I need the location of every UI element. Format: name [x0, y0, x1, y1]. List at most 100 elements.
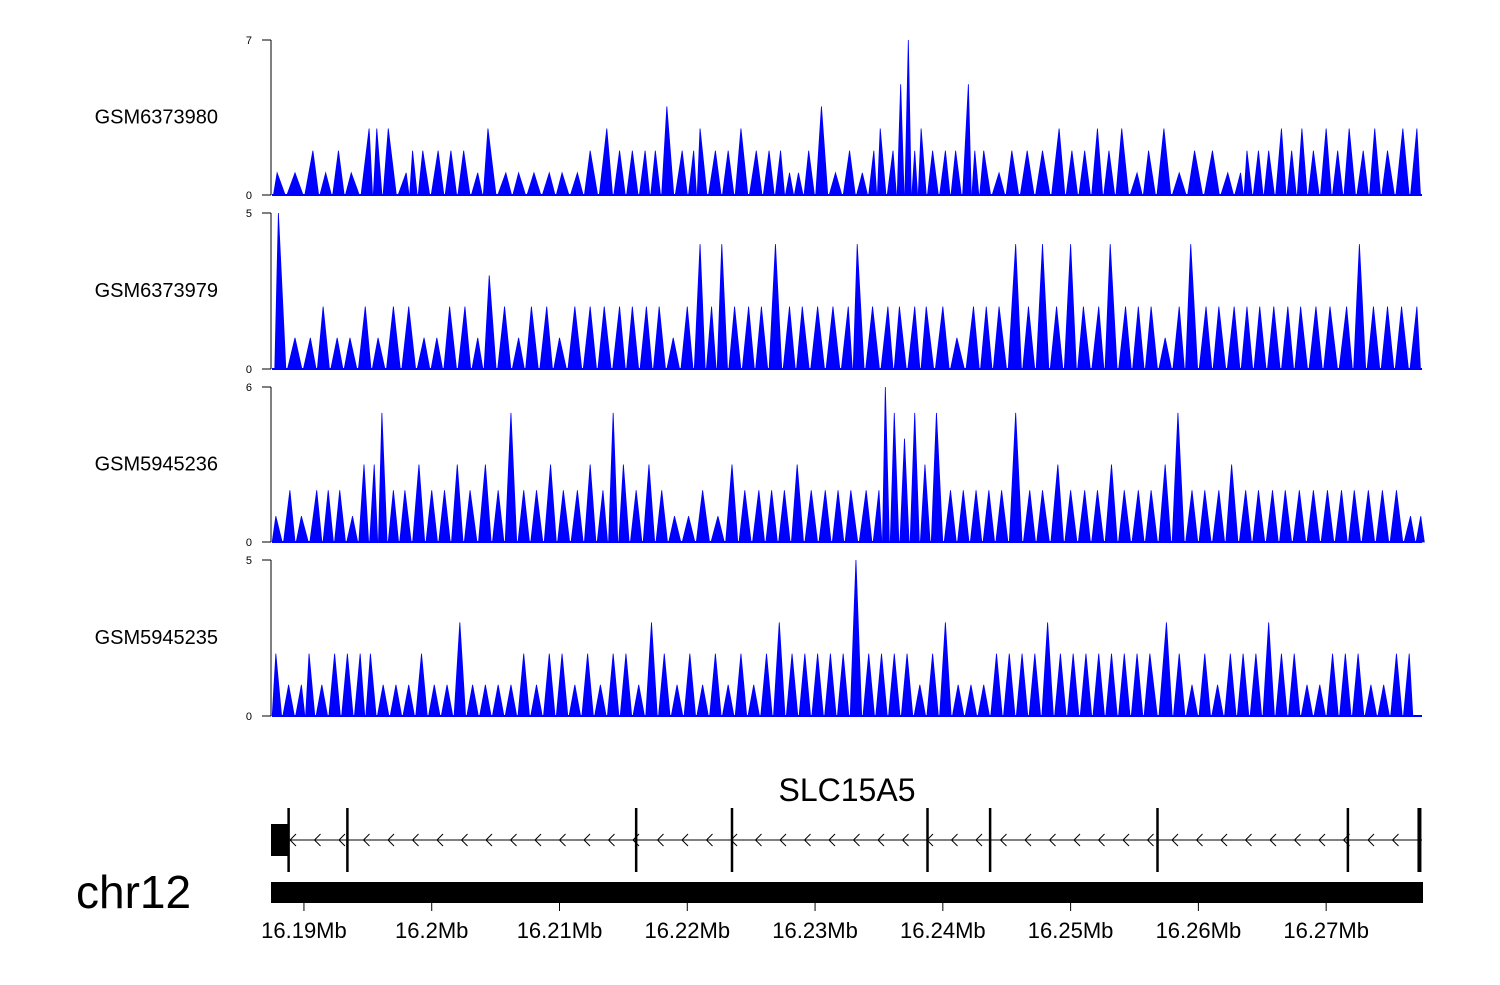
- coverage-peak: [309, 490, 323, 543]
- gene-model: SLC15A5: [271, 772, 1422, 872]
- strand-arrow: [534, 833, 542, 847]
- coverage-peak: [1263, 150, 1275, 196]
- y-tick-label: 7: [246, 35, 252, 47]
- strand-arrow: [877, 833, 885, 847]
- coverage-peak: [425, 490, 438, 543]
- coverage-peak: [969, 490, 983, 543]
- coverage-peak: [271, 516, 283, 543]
- coverage-peak: [1353, 244, 1367, 370]
- track-GSM6373979: GSM6373979 0 5: [95, 208, 1422, 376]
- coverage-peak: [1410, 128, 1421, 196]
- coverage-peak: [868, 150, 878, 196]
- coverage-peak: [950, 150, 962, 196]
- coverage-peak: [1015, 653, 1029, 717]
- coverage-peak: [271, 653, 283, 717]
- coverage-peak: [979, 150, 992, 196]
- coverage-peak: [917, 128, 927, 196]
- coverage-peak: [1144, 306, 1158, 370]
- coverage-peak: [642, 464, 656, 543]
- coverage-peak: [1019, 150, 1035, 196]
- coverage-peak: [1158, 464, 1172, 543]
- coverage-peak: [638, 150, 651, 196]
- track-label: GSM6373979: [95, 280, 218, 302]
- coverage-peak: [304, 150, 320, 196]
- coverage-peak: [778, 490, 791, 543]
- strand-arrow: [411, 833, 419, 847]
- coverage-peak: [681, 516, 696, 543]
- coverage-peak: [849, 559, 863, 717]
- coverage-peak: [626, 306, 640, 370]
- coverage-peak: [1224, 653, 1237, 717]
- coverage-peak: [858, 490, 873, 543]
- coverage-peak: [451, 464, 464, 543]
- coverage-peak: [1320, 490, 1335, 543]
- strand-arrow: [583, 833, 591, 847]
- coverage-peak: [453, 622, 467, 717]
- coverage-peak: [1065, 150, 1079, 196]
- y-tick-label: 0: [246, 537, 252, 549]
- coverage-peak: [613, 150, 626, 196]
- coverage-peak: [1005, 150, 1020, 196]
- coverage-peak: [1252, 150, 1264, 196]
- strand-arrow: [656, 833, 664, 847]
- coverage-peak: [282, 684, 295, 717]
- coverage-peak: [543, 464, 557, 543]
- coverage-peak: [755, 306, 769, 370]
- coverage-peak: [1171, 171, 1187, 196]
- coverage-peak: [597, 306, 612, 370]
- coverage-peak: [1326, 653, 1339, 717]
- coverage-peak: [1064, 490, 1078, 543]
- coverage-peak: [784, 172, 795, 196]
- coverage-peak: [1115, 128, 1130, 196]
- coverage-peak: [875, 653, 888, 717]
- coverage-peak: [1050, 464, 1065, 543]
- coverage-peak: [982, 490, 996, 543]
- coverage-peak: [934, 306, 950, 370]
- coverage-peak: [295, 684, 306, 717]
- coverage-peak: [683, 653, 697, 717]
- coverage-peak: [341, 653, 354, 717]
- strand-arrow: [436, 833, 444, 847]
- coverage-peak: [666, 337, 681, 370]
- coverage-peak: [1129, 171, 1143, 196]
- coverage-peak: [831, 490, 845, 543]
- coverage-peak: [995, 490, 1009, 543]
- coverage-peak: [1240, 306, 1254, 370]
- coverage-peak: [353, 653, 366, 717]
- coverage-peak: [567, 306, 583, 370]
- coverage-peak: [1077, 306, 1091, 370]
- coverage-peak: [1103, 150, 1116, 196]
- coverage-peak: [1275, 653, 1288, 717]
- coverage-peak: [652, 306, 666, 370]
- coverage-peak: [1323, 306, 1338, 370]
- coverage-peak: [962, 84, 972, 196]
- coverage-peak: [818, 490, 832, 543]
- strand-arrow: [950, 833, 958, 847]
- coverage-peak: [1158, 337, 1172, 370]
- coverage-peak: [661, 106, 675, 196]
- coverage-peak: [639, 306, 653, 370]
- coverage-peak: [1063, 244, 1077, 370]
- coverage-peak: [762, 150, 775, 196]
- coverage-peak: [1403, 653, 1414, 717]
- coverage-peak: [1265, 490, 1279, 543]
- coverage-peak: [913, 684, 927, 717]
- coverage-peak: [1292, 490, 1307, 543]
- coverage-peak: [1158, 622, 1173, 717]
- strand-arrow: [1269, 833, 1277, 847]
- coverage-peak: [1172, 306, 1185, 370]
- strand-arrow: [607, 833, 615, 847]
- coverage-peak: [1156, 128, 1172, 196]
- coverage-peak: [991, 171, 1006, 196]
- coverage-peak: [583, 464, 597, 543]
- strand-arrow: [1367, 833, 1375, 847]
- coverage-peak: [790, 464, 804, 543]
- coverage-peak: [1375, 490, 1390, 543]
- coverage-peak: [1377, 684, 1390, 717]
- x-tick-label: 16.26Mb: [1156, 918, 1242, 943]
- coverage-peak: [1394, 306, 1409, 370]
- coverage-peak: [768, 244, 783, 370]
- coverage-peak: [1051, 128, 1066, 196]
- coverage-peak: [1198, 490, 1212, 543]
- coverage-peak: [555, 653, 569, 717]
